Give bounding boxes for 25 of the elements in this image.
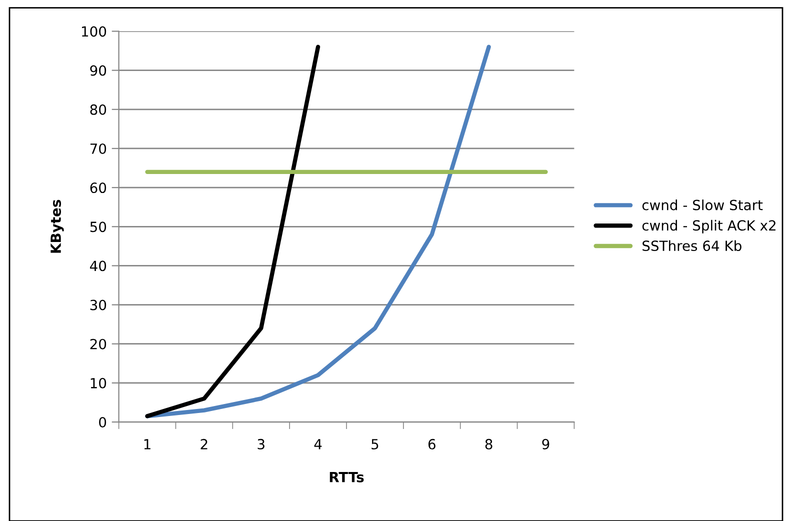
y-tick-label: 70 [90,143,106,154]
y-tick-label: 50 [90,222,106,232]
legend-label: SSThres 64 Kb [642,240,742,252]
y-tick-label: 90 [90,65,106,76]
y-tick-label: 60 [90,182,106,194]
line-series [145,44,320,418]
y-tick-label: 20 [90,338,106,350]
x-tick-label: 2 [200,438,208,450]
x-tick-label: 4 [314,439,322,450]
x-axis-title: RTTs [330,472,364,482]
x-tick-label: 8 [485,438,492,450]
x-tick-label: 5 [372,439,378,450]
y-tick-label: 80 [90,104,106,115]
x-tick-label: 6 [428,438,436,450]
y-tick-label: 100 [82,26,106,37]
legend-label: cwnd - Slow Start [642,200,763,210]
y-tick-label: 0 [99,416,106,428]
x-tick-label: 3 [258,438,264,450]
x-tick-label: 9 [542,438,550,450]
y-tick-label: 10 [90,378,106,388]
legend-label: cwnd - Split ACK x2 [642,220,776,234]
y-axis-title: KBytes [50,200,64,253]
y-tick-label: 40 [90,260,106,272]
y-tick-label: 30 [90,300,106,310]
x-tick-label: 1 [144,439,150,450]
